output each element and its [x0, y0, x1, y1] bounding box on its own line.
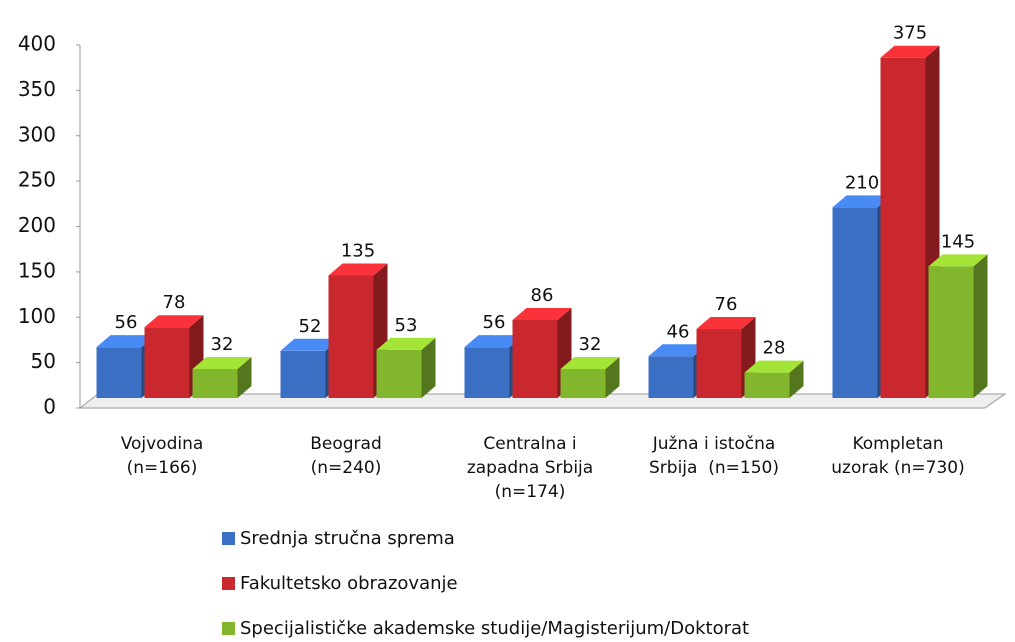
x-tick-label: Centralna i zapadna Srbija (n=174) [466, 434, 594, 502]
bar-front [144, 327, 190, 398]
legend-label: Specijalističke akademske studije/Magist… [240, 618, 750, 639]
bar-front [928, 266, 974, 398]
y-tick-label: 150 [18, 258, 56, 282]
bar-side [789, 360, 804, 398]
value-label: 210 [845, 172, 879, 193]
value-label: 78 [163, 292, 186, 313]
bar-top [144, 315, 204, 328]
value-label: 52 [299, 316, 322, 337]
bar-side [605, 356, 620, 398]
bar [464, 335, 524, 398]
value-label: 76 [715, 294, 738, 315]
bar-top [464, 335, 524, 348]
bar-top [744, 360, 804, 373]
bar-front [512, 319, 558, 398]
bar-top [280, 338, 340, 351]
bar-front [376, 349, 422, 398]
bar-front [192, 368, 238, 398]
bar-top [832, 195, 892, 208]
legend-label: Srednja stručna sprema [240, 528, 455, 549]
value-label: 46 [667, 321, 690, 342]
value-label: 56 [483, 312, 506, 333]
bar-side [973, 254, 988, 398]
x-tick-label: Kompletan uzorak (n=730) [831, 434, 965, 478]
bar-top [696, 317, 756, 330]
bar-top [96, 335, 156, 348]
legend-swatch [222, 622, 235, 635]
value-label: 56 [115, 312, 138, 333]
bar-front [744, 372, 790, 398]
bar [192, 356, 252, 398]
bar [744, 360, 804, 398]
bar-front [464, 347, 510, 398]
value-label: 28 [763, 338, 786, 359]
legend-label: Fakultetsko obrazovanje [240, 573, 458, 594]
y-tick-label: 200 [18, 213, 56, 237]
x-tick-label: Beograd (n=240) [310, 434, 382, 478]
legend-item: Fakultetsko obrazovanje [222, 573, 458, 594]
legend-swatch [222, 532, 235, 545]
bar-top [560, 356, 620, 369]
bar-front [832, 207, 878, 398]
bar-front [648, 356, 694, 398]
bar-top [880, 45, 940, 58]
bar-top [512, 307, 572, 320]
y-tick-label: 100 [18, 304, 56, 328]
bar [928, 254, 988, 398]
bar [376, 337, 436, 398]
bar-front [560, 368, 606, 398]
y-tick-label: 300 [18, 122, 56, 146]
value-label: 53 [395, 315, 418, 336]
bar [560, 356, 620, 398]
bar-top [328, 263, 388, 276]
bar-front [280, 350, 326, 398]
bar-side [237, 356, 252, 398]
y-tick-label: 50 [31, 349, 56, 373]
value-label: 375 [893, 23, 927, 44]
bar-top [928, 254, 988, 267]
value-label: 32 [211, 334, 234, 355]
legend-swatch [222, 577, 235, 590]
y-tick-label: 350 [18, 77, 56, 101]
value-label: 135 [341, 240, 375, 261]
value-label: 32 [579, 334, 602, 355]
bar-top [376, 337, 436, 350]
legend-item: Srednja stručna sprema [222, 528, 455, 549]
y-tick-label: 400 [18, 32, 56, 56]
value-label: 145 [941, 231, 975, 252]
y-tick-label: 250 [18, 168, 56, 192]
legend-item: Specijalističke akademske studije/Magist… [222, 618, 749, 639]
bar-front [96, 347, 142, 398]
bar-top [648, 344, 708, 357]
x-tick-label: Južna i istočna Srbija (n=150) [649, 434, 779, 478]
bar-front [328, 275, 374, 398]
y-tick-label: 0 [43, 395, 56, 419]
bar-front [880, 57, 926, 398]
bar-top [192, 356, 252, 369]
bar-side [421, 337, 436, 398]
value-label: 86 [531, 285, 554, 306]
x-tick-label: Vojvodina (n=166) [120, 434, 204, 478]
bar-front [696, 329, 742, 398]
